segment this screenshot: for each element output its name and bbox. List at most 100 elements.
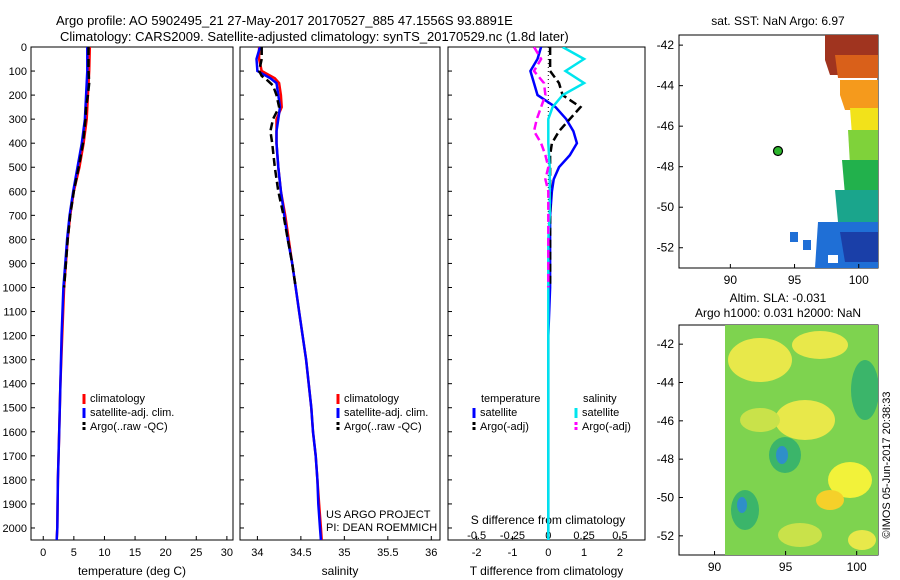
sst-teal-patch — [835, 190, 878, 222]
sst-map — [678, 34, 879, 269]
map-labels: sat. SST: NaN Argo: 6.97 Altim. SLA: -0.… — [695, 14, 893, 538]
xtick-label-0-15: 15 — [129, 547, 141, 559]
diff-series-line-1 — [548, 47, 583, 288]
sla-map-ticks: 90 95 100 -42 -44 -46 -48 -50 -52 — [657, 337, 867, 574]
depth-tick-1000: 1000 — [3, 282, 27, 294]
depth-tick-1700: 1700 — [3, 451, 27, 463]
sla-high-1 — [728, 338, 792, 382]
xtick-label-1-34.5: 34.5 — [290, 547, 311, 559]
diff-top-tick--0.25: -0.25 — [500, 530, 525, 542]
map2-ticks-ytick--46: -46 — [657, 414, 675, 428]
diff-top-tick--0.5: -0.5 — [467, 530, 486, 542]
map2-ticks-ytick--48: -48 — [657, 452, 675, 466]
diff-top-tick-0.25: 0.25 — [573, 530, 594, 542]
sla-map — [678, 324, 879, 556]
series-line-0-2 — [62, 47, 91, 288]
diff-series-group — [529, 47, 587, 540]
sla-map-title: Altim. SLA: -0.031 — [730, 291, 827, 305]
difference-profile-chart: -2 -1 0 1 2-0.5 -0.25 0 0.25 0.5T difference fro… — [467, 47, 631, 578]
depth-tick-1900: 1900 — [3, 499, 27, 511]
series-line-1-0 — [257, 47, 323, 540]
depth-tick-labels: 0 100 200 300 400 500 600 700 800 900 1000 1100 1200… — [3, 42, 452, 535]
sla-high-2 — [792, 331, 848, 359]
series-group-0 — [55, 47, 92, 540]
sla-peak — [816, 490, 844, 510]
diff-temp-legend-label-0: satellite — [480, 407, 517, 419]
sla-high-3 — [775, 400, 835, 440]
sst-orange-patch-2 — [840, 80, 878, 110]
diff-xtick-label-1: 1 — [581, 547, 587, 559]
depth-tick-1100: 1100 — [3, 307, 27, 319]
sla-low-core — [776, 446, 788, 464]
salinity-profile-chart: 34 34.5 35 35.5 36 salinity climatology satelli… — [251, 47, 437, 578]
map1-ticks-ytick--48: -48 — [657, 160, 675, 174]
temperature-profile-chart: 0 5 10 15 20 25 30 temperature (deg C) climatolo… — [40, 47, 233, 578]
diff-xtick-label--1: -1 — [508, 547, 518, 559]
series-line-1-2 — [257, 47, 297, 288]
difference-axes-frame — [447, 46, 646, 541]
xtick-label-1-35.5: 35.5 — [377, 547, 398, 559]
map1-ticks-ytick--46: -46 — [657, 119, 675, 133]
diff-xtick-label-2: 2 — [617, 547, 623, 559]
diff-series-line-0 — [529, 47, 579, 540]
sla-map-field — [725, 325, 878, 555]
sla-mid-2 — [778, 523, 822, 547]
pi-annotation: PI: DEAN ROEMMICH — [326, 522, 437, 534]
xtick-label-0-10: 10 — [98, 547, 110, 559]
map1-ticks-ytick--44: -44 — [657, 79, 675, 93]
xtick-label-1-36: 36 — [425, 547, 437, 559]
sst-gap — [828, 255, 838, 263]
sst-map-field — [790, 35, 878, 268]
diff-xlabel: T difference from climatology — [470, 564, 624, 578]
sst-yellow-patch — [850, 108, 878, 135]
diff-sal-legend-label-1: Argo(-adj) — [582, 421, 631, 433]
sst-map-ticks: 90 95 100 -42 -44 -46 -48 -50 -52 — [657, 38, 869, 287]
depth-tick-2000: 2000 — [3, 523, 27, 535]
xtick-label-0-0: 0 — [40, 547, 46, 559]
depth-tick-1200: 1200 — [3, 331, 27, 343]
diff-legend-title-sal: salinity — [583, 393, 617, 405]
map2-ticks-ytick--52: -52 — [657, 529, 675, 543]
diff-temp-legend-label-1: Argo(-adj) — [480, 421, 529, 433]
map2-ticks-ytick--44: -44 — [657, 376, 675, 390]
panel-frames — [30, 46, 646, 541]
profile-title: Argo profile: AO 5902495_21 27-May-2017 … — [56, 13, 513, 28]
sla-low-3 — [851, 360, 878, 420]
sst-orange-patch-1 — [835, 55, 878, 78]
sst-fragment-1 — [790, 232, 798, 242]
sst-fragment-2 — [803, 240, 811, 250]
xtick-label-1-34: 34 — [251, 547, 263, 559]
sla-map-subtitle: Argo h1000: 0.031 h2000: NaN — [695, 306, 861, 320]
depth-tick-500: 500 — [9, 162, 27, 174]
depth-tick-100: 100 — [9, 66, 27, 78]
map1-ticks-xtick-90: 90 — [724, 273, 738, 287]
map2-ticks-ytick--50: -50 — [657, 491, 675, 505]
map1-ticks-ytick--52: -52 — [657, 241, 675, 255]
diff-series-line-2 — [547, 47, 587, 540]
sla-mid-1 — [740, 408, 780, 432]
temp-legend-label-0: climatology — [90, 393, 146, 405]
depth-tick-1600: 1600 — [3, 427, 27, 439]
sla-high-5 — [848, 530, 876, 550]
xlabel-1: salinity — [322, 564, 359, 578]
sla-low-2-core — [737, 497, 747, 513]
diff-sal-legend-label-0: satellite — [582, 407, 619, 419]
sst-deep-blue-patch — [840, 232, 878, 262]
sst-green-patch-2 — [842, 160, 878, 195]
temp-legend-label-2: Argo(..raw -QC) — [90, 421, 168, 433]
depth-tick-700: 700 — [9, 210, 27, 222]
argo-position-marker-sst — [772, 145, 784, 157]
diff-xtick-label--2: -2 — [472, 547, 482, 559]
depth-tick-0: 0 — [21, 42, 27, 54]
sal-legend-label-2: Argo(..raw -QC) — [344, 421, 422, 433]
diff-legend-title-temp: temperature — [481, 393, 540, 405]
map1-ticks-xtick-100: 100 — [849, 273, 869, 287]
map1-ticks-xtick-95: 95 — [788, 273, 802, 287]
series-line-0-1 — [55, 47, 89, 540]
sal-legend-label-0: climatology — [344, 393, 400, 405]
xtick-label-0-25: 25 — [190, 547, 202, 559]
sal-legend-label-1: satellite-adj. clim. — [344, 407, 428, 419]
diff-top-tick-0.5: 0.5 — [612, 530, 627, 542]
depth-tick-900: 900 — [9, 258, 27, 270]
